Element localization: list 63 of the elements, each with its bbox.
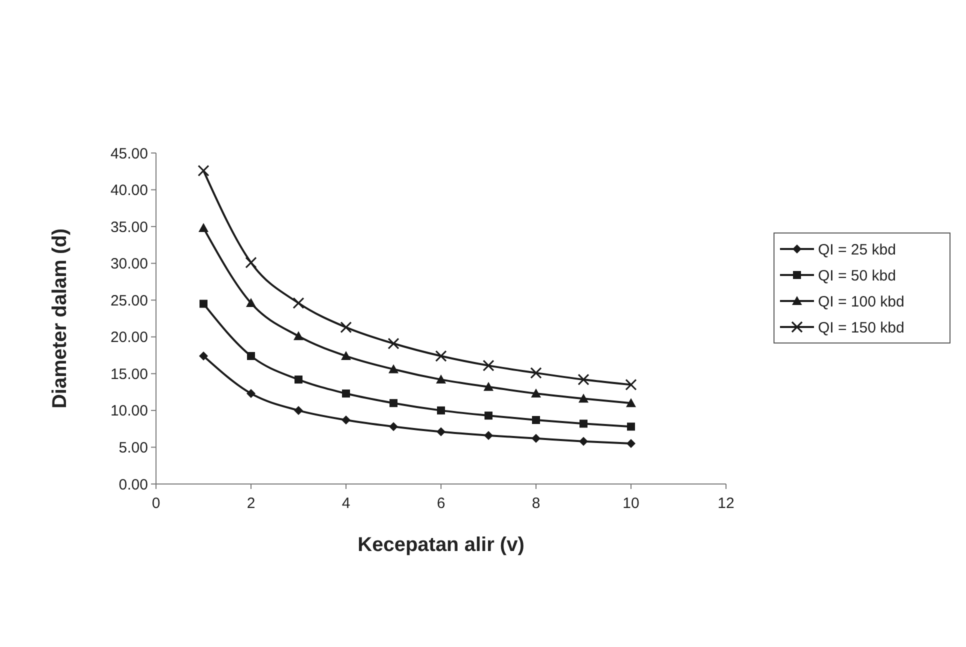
point bbox=[484, 412, 492, 420]
y-tick-label: 45.00 bbox=[110, 145, 148, 162]
point bbox=[532, 434, 540, 443]
point bbox=[198, 223, 208, 232]
point bbox=[341, 351, 351, 360]
point bbox=[246, 389, 256, 398]
legend-label: QI = 25 kbd bbox=[818, 241, 896, 258]
point bbox=[484, 382, 494, 391]
x-tick-label: 12 bbox=[718, 495, 734, 512]
point bbox=[294, 376, 302, 384]
legend-label: QI = 150 kbd bbox=[818, 319, 904, 336]
y-tick-label: 30.00 bbox=[110, 256, 148, 273]
point bbox=[388, 364, 398, 374]
point bbox=[532, 416, 540, 424]
x-tick-label: 4 bbox=[342, 495, 350, 512]
y-tick-label: 10.00 bbox=[110, 402, 148, 420]
point bbox=[390, 399, 398, 408]
y-tick-label: 25.00 bbox=[110, 292, 148, 310]
point bbox=[199, 352, 208, 361]
point bbox=[578, 394, 588, 403]
point bbox=[482, 360, 494, 372]
y-tick-label: 20.00 bbox=[110, 329, 148, 346]
point bbox=[435, 350, 447, 362]
point bbox=[436, 374, 446, 384]
legend-label: QI = 100 kbd bbox=[818, 293, 904, 310]
point bbox=[580, 420, 588, 428]
point bbox=[531, 388, 541, 398]
x-tick-label: 8 bbox=[532, 495, 540, 512]
y-tick-label: 40.00 bbox=[110, 182, 148, 200]
point bbox=[626, 398, 636, 408]
point bbox=[625, 378, 637, 390]
point bbox=[530, 367, 542, 379]
point bbox=[246, 298, 256, 308]
y-tick-label: 0.00 bbox=[118, 476, 148, 494]
point bbox=[342, 390, 350, 398]
point bbox=[294, 331, 304, 340]
point bbox=[627, 422, 635, 431]
point bbox=[200, 300, 208, 308]
point bbox=[245, 256, 257, 268]
y-tick-label: 35.00 bbox=[110, 218, 148, 236]
point bbox=[578, 374, 590, 386]
point bbox=[198, 164, 210, 176]
x-tick-label: 6 bbox=[436, 495, 446, 512]
point bbox=[626, 439, 636, 448]
point bbox=[484, 430, 493, 440]
x-tick-label: 0 bbox=[152, 495, 160, 512]
legend-label: QI = 50 kbd bbox=[818, 267, 896, 284]
point bbox=[340, 322, 352, 334]
point bbox=[436, 427, 446, 436]
point bbox=[437, 406, 445, 414]
point bbox=[388, 338, 400, 350]
x-axis-title: Kecepatan alir (v) bbox=[358, 534, 524, 556]
y-axis-title: Diameter dalam (d) bbox=[49, 228, 71, 409]
point bbox=[294, 406, 303, 415]
point bbox=[292, 297, 304, 309]
point bbox=[389, 422, 398, 432]
x-tick-label: 2 bbox=[246, 495, 256, 512]
point bbox=[579, 436, 588, 446]
x-tick-label: 10 bbox=[622, 495, 640, 512]
y-tick-label: 15.00 bbox=[110, 366, 148, 383]
point bbox=[342, 416, 350, 425]
point bbox=[247, 352, 255, 360]
y-tick-label: 5.00 bbox=[118, 439, 148, 456]
